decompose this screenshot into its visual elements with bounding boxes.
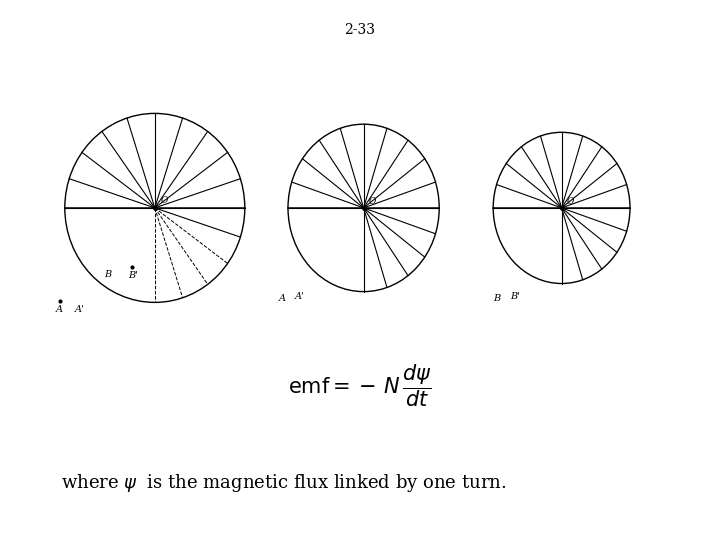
Text: A: A: [55, 305, 63, 314]
Text: 2-33: 2-33: [344, 23, 376, 37]
Text: A: A: [279, 294, 286, 303]
Text: $\mathrm{emf} = -\,N\,\dfrac{d\psi}{dt}$: $\mathrm{emf} = -\,N\,\dfrac{d\psi}{dt}$: [288, 363, 432, 409]
Text: O: O: [161, 196, 168, 205]
Text: where $\psi$  is the magnetic flux linked by one turn.: where $\psi$ is the magnetic flux linked…: [61, 472, 507, 494]
Text: B': B': [510, 292, 520, 301]
Text: B': B': [128, 271, 138, 280]
Text: O: O: [369, 197, 376, 206]
Text: B: B: [104, 270, 112, 279]
Text: A': A': [74, 305, 84, 314]
Text: A': A': [294, 292, 305, 301]
Text: B: B: [493, 294, 500, 303]
Text: O: O: [567, 197, 574, 206]
